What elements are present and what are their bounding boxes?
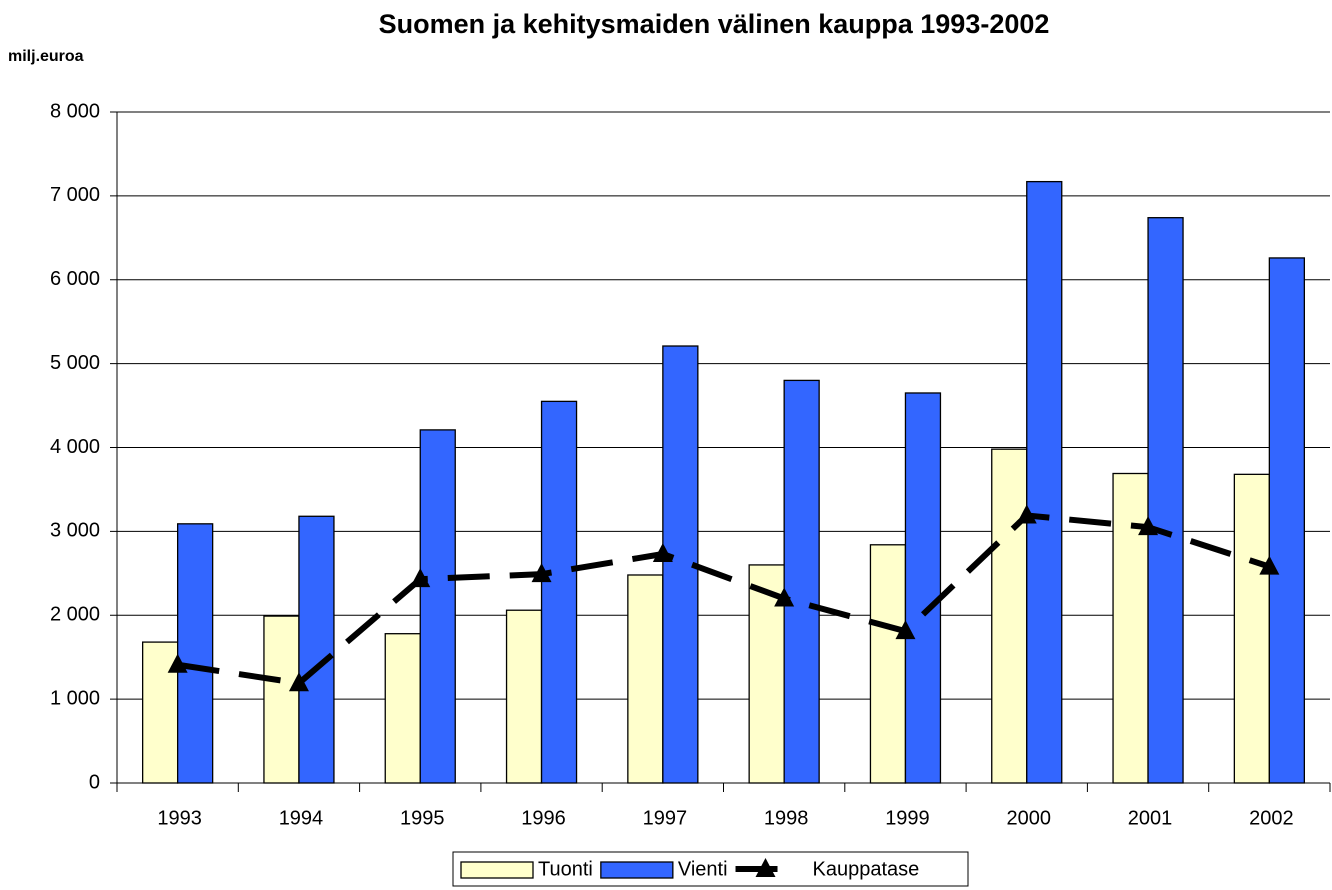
bar [176,523,214,784]
y-tick-label: 7 000 [50,184,100,206]
x-tick-label: 1999 [885,807,930,829]
bar [141,641,179,784]
bar [1233,473,1270,784]
bar [991,448,1028,784]
point-marker [1138,516,1159,536]
x-tick-label: 1993 [157,807,202,829]
y-axis-label: milj.euroa [8,48,84,65]
bar [627,574,664,784]
y-tick-label: 5 000 [50,352,100,374]
legend-label: Kauppatase [813,858,920,880]
legend-swatch [460,861,534,879]
point-marker [652,543,673,563]
legend-box [452,851,969,887]
legend-marker [755,858,776,877]
point-marker [1259,555,1280,575]
bar [1112,472,1149,784]
bar [263,615,300,784]
bar [505,609,543,784]
point-marker [410,568,431,588]
point-marker [288,672,309,692]
x-tick-label: 1998 [764,807,809,829]
x-tick-label: 1996 [521,807,566,829]
bar [384,633,421,784]
bar [419,429,456,784]
y-tick-label: 6 000 [50,268,100,290]
x-tick-label: 2000 [1007,807,1052,829]
chart-title: Suomen ja kehitysmaiden välinen kauppa 1… [379,9,1050,39]
bar [540,400,578,784]
bar [1147,217,1184,784]
x-tick-label: 1997 [643,807,688,829]
x-tick-label: 2001 [1128,807,1173,829]
y-tick-label: 2 000 [50,604,100,626]
y-tick-label: 3 000 [50,520,100,542]
bar [298,515,335,784]
bar [1026,180,1063,784]
bar [1268,257,1305,784]
y-tick-label: 8 000 [50,100,100,122]
legend-label: Tuonti [538,858,593,880]
y-tick-label: 1 000 [50,687,100,709]
point-marker [895,620,916,640]
y-tick-label: 0 [89,771,100,793]
y-tick-label: 4 000 [50,436,100,458]
point-marker [531,563,552,583]
x-tick-label: 1995 [400,807,445,829]
point-marker [167,653,188,673]
point-marker [774,587,795,607]
bar [783,379,820,784]
legend-label: Vienti [678,858,728,880]
point-marker [1016,504,1037,524]
x-tick-label: 2002 [1249,807,1294,829]
x-tick-label: 1994 [279,807,324,829]
line [177,512,1271,687]
bar [869,544,907,784]
bar [904,392,942,784]
legend-swatch [600,861,674,879]
